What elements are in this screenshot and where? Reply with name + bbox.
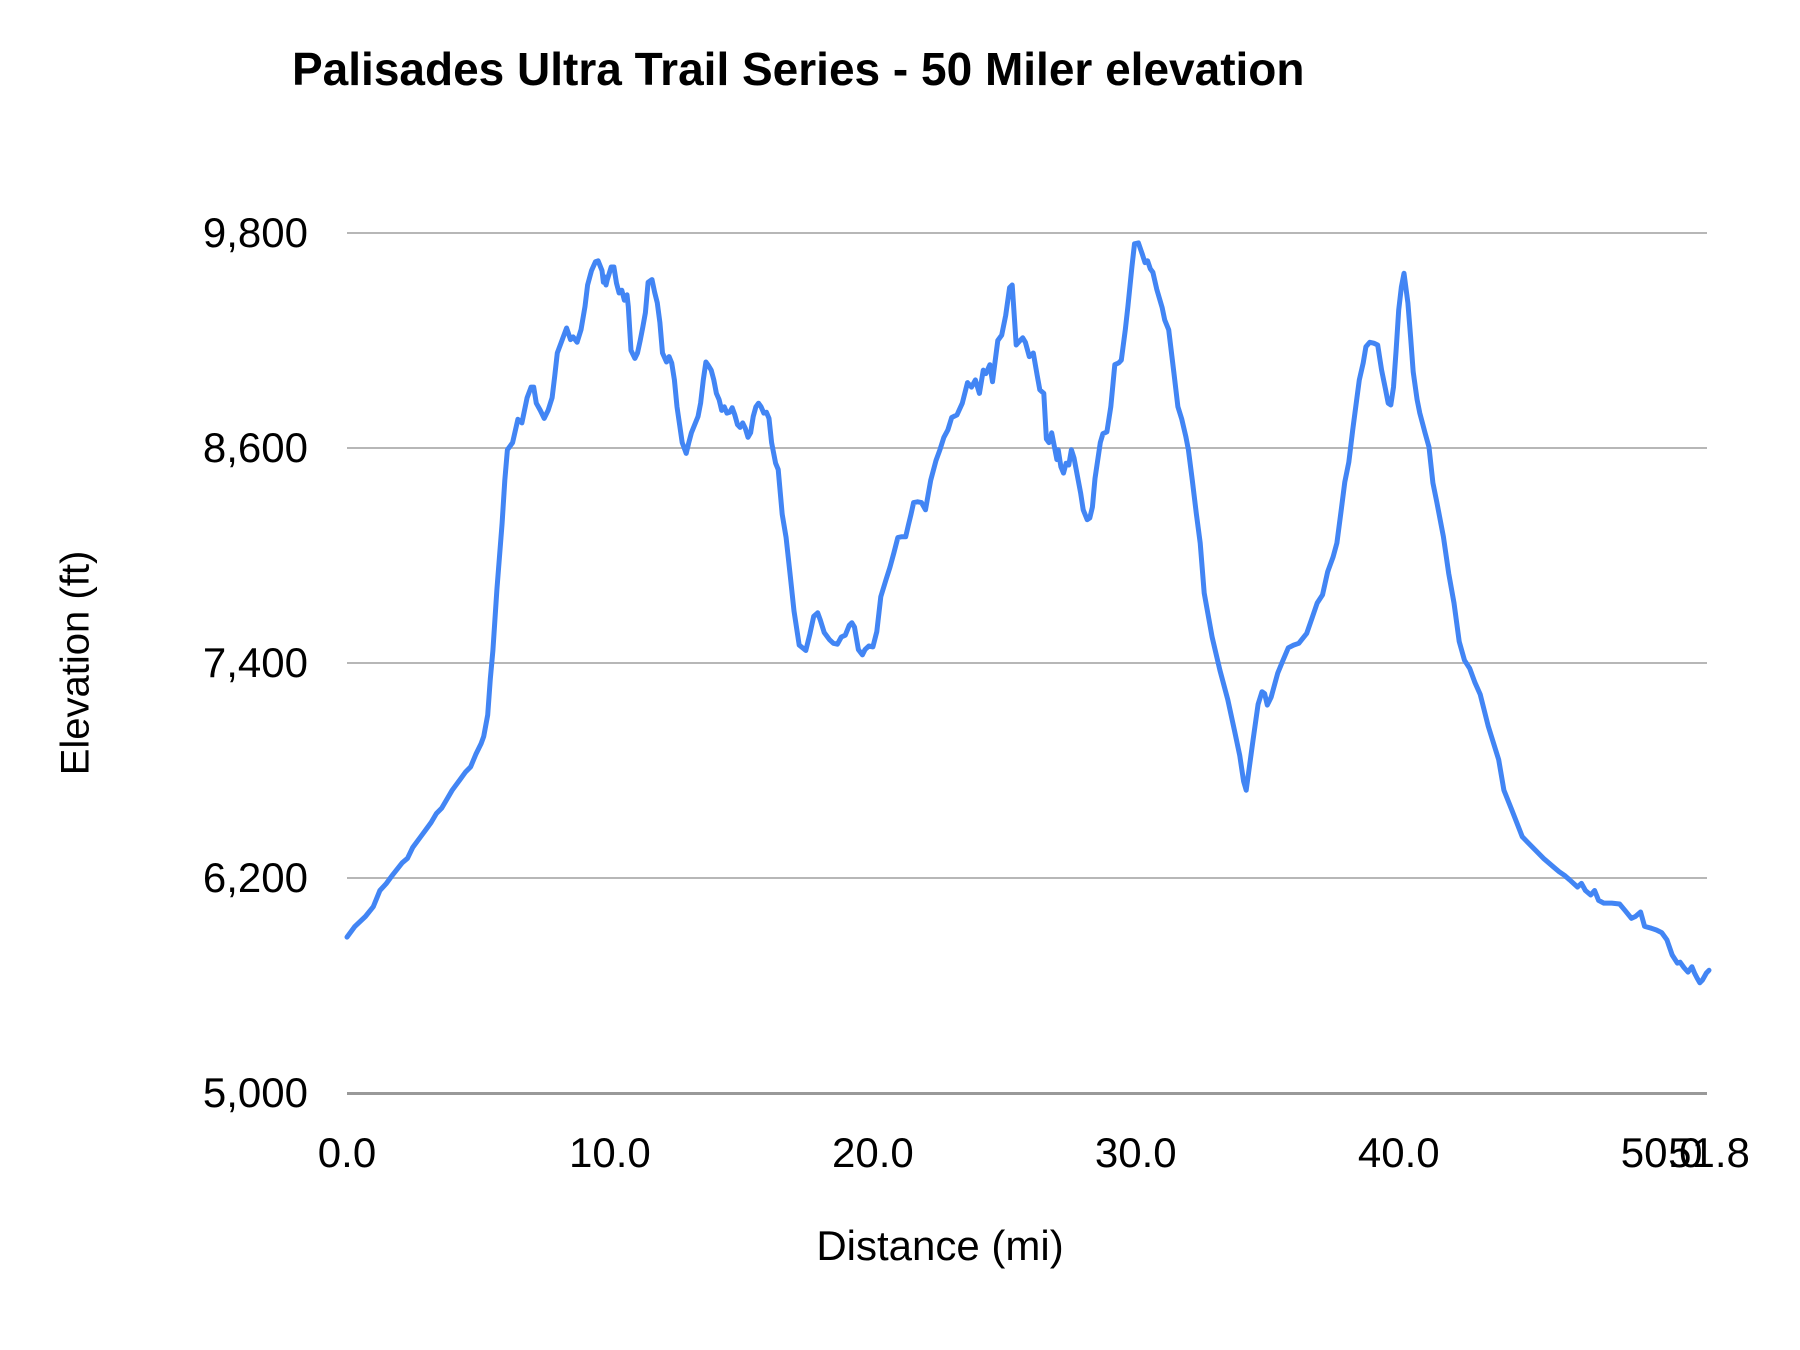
y-axis-tick-label: 8,600 bbox=[202, 424, 308, 471]
x-axis-labels: 0.0 10.0 20.0 30.0 40.0 50.0 51.8 bbox=[0, 1129, 1800, 1179]
elevation-line bbox=[344, 240, 1712, 986]
x-axis-tick-label: 10.0 bbox=[569, 1129, 651, 1176]
gridline bbox=[347, 877, 1707, 879]
y-axis-tick-label: 7,400 bbox=[202, 639, 308, 686]
x-axis-line bbox=[347, 1092, 1707, 1095]
x-axis-tick-label: 30.0 bbox=[1094, 1129, 1177, 1176]
chart-title: Palisades Ultra Trail Series - 50 Miler … bbox=[292, 43, 1305, 95]
x-axis-tick-label: 0.0 bbox=[317, 1129, 377, 1176]
x-axis-title: Distance (mi) bbox=[816, 1222, 1064, 1269]
gridline bbox=[347, 662, 1707, 664]
x-axis-tick-label: 50.0 bbox=[1620, 1129, 1703, 1176]
y-axis-tick-label: 6,200 bbox=[202, 854, 308, 901]
y-axis-labels: 5,000 6,200 7,400 8,600 9,800 bbox=[0, 0, 308, 1350]
y-axis-tick-label: 5,000 bbox=[202, 1069, 308, 1116]
x-axis-tick-label: 40.0 bbox=[1357, 1129, 1440, 1176]
gridline bbox=[347, 447, 1707, 449]
x-axis-tick-label: 51.8 bbox=[1668, 1129, 1750, 1176]
y-axis-tick-label: 9,800 bbox=[202, 209, 308, 256]
gridline bbox=[347, 232, 1707, 234]
x-axis-tick-label: 20.0 bbox=[831, 1129, 914, 1176]
